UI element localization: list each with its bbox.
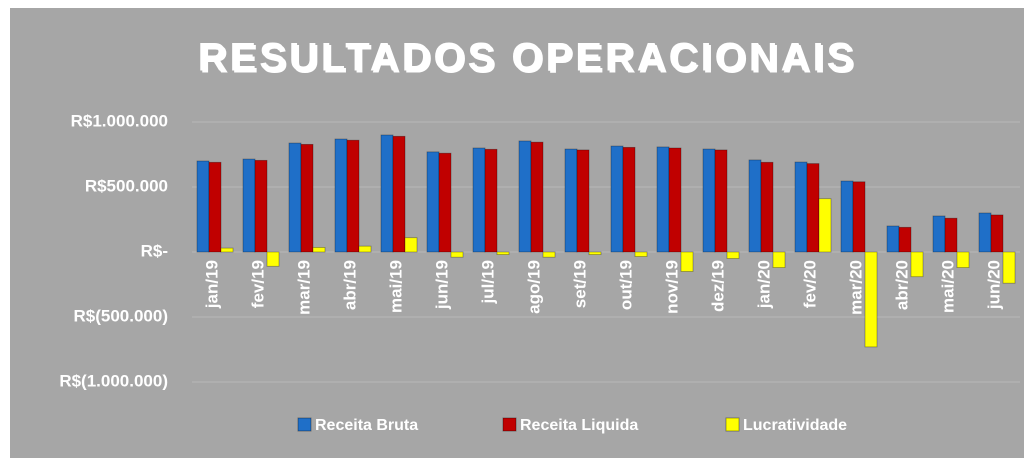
bar bbox=[334, 138, 348, 253]
x-tick-label: abr/19 bbox=[340, 260, 359, 310]
legend-label: Lucratividade bbox=[743, 417, 847, 434]
bar bbox=[852, 181, 866, 253]
x-tick-label: ago/19 bbox=[524, 260, 543, 314]
bar bbox=[772, 251, 786, 269]
bar bbox=[1002, 251, 1016, 284]
bar bbox=[622, 146, 636, 253]
bar bbox=[978, 212, 992, 253]
y-tick-label: R$- bbox=[141, 241, 168, 260]
bar bbox=[542, 251, 556, 258]
chart-title: RESULTADOS OPERACIONAIS bbox=[198, 36, 857, 80]
bar bbox=[266, 251, 280, 267]
bar bbox=[840, 180, 854, 253]
bar bbox=[208, 161, 222, 253]
bar bbox=[242, 158, 256, 253]
legend-marker bbox=[725, 417, 740, 432]
bar bbox=[380, 134, 394, 253]
bar bbox=[288, 142, 302, 253]
bar bbox=[300, 143, 314, 253]
bar bbox=[748, 159, 762, 253]
x-tick-label: set/19 bbox=[570, 260, 589, 308]
y-tick-label: R$500.000 bbox=[85, 176, 168, 195]
bar bbox=[702, 148, 716, 253]
chart-title-shadow: RESULTADOS OPERACIONAIS bbox=[200, 38, 859, 82]
bar bbox=[610, 145, 624, 253]
bar bbox=[910, 251, 924, 278]
x-tick-label: out/19 bbox=[616, 260, 635, 310]
legend-marker bbox=[502, 417, 517, 432]
legend-marker bbox=[297, 417, 312, 432]
x-tick-label: mai/19 bbox=[386, 260, 405, 313]
x-tick-label: mar/20 bbox=[846, 260, 865, 315]
x-tick-label: jul/19 bbox=[478, 260, 497, 304]
bar bbox=[956, 251, 970, 269]
bar bbox=[312, 247, 326, 253]
x-tick-label: mar/19 bbox=[294, 260, 313, 315]
bar bbox=[220, 247, 234, 253]
bar bbox=[484, 148, 498, 253]
bar bbox=[404, 237, 418, 253]
bar bbox=[932, 215, 946, 253]
x-tick-label: jun/20 bbox=[984, 260, 1003, 310]
x-tick-label: abr/20 bbox=[892, 260, 911, 310]
bar bbox=[794, 161, 808, 253]
bar bbox=[588, 251, 602, 255]
bar bbox=[656, 146, 670, 253]
bar bbox=[346, 139, 360, 253]
bar bbox=[898, 226, 912, 253]
bar bbox=[818, 198, 832, 253]
bar bbox=[714, 149, 728, 253]
bar bbox=[392, 135, 406, 253]
x-tick-label: mai/20 bbox=[938, 260, 957, 313]
bar bbox=[576, 149, 590, 253]
bar bbox=[886, 225, 900, 253]
y-tick-label: R$1.000.000 bbox=[71, 111, 168, 130]
bar bbox=[634, 251, 648, 257]
bar bbox=[450, 251, 464, 258]
bar bbox=[806, 163, 820, 253]
bar bbox=[196, 160, 210, 253]
bar bbox=[864, 251, 878, 348]
legend-label: Receita Liquida bbox=[520, 417, 638, 434]
bar bbox=[668, 147, 682, 253]
x-tick-label: jan/19 bbox=[202, 260, 221, 309]
bar bbox=[496, 251, 510, 255]
x-tick-label: jun/19 bbox=[432, 260, 451, 310]
bar bbox=[254, 159, 268, 253]
bar bbox=[426, 151, 440, 253]
x-tick-label: jan/20 bbox=[754, 260, 773, 309]
bar bbox=[438, 152, 452, 253]
bar bbox=[944, 217, 958, 253]
bar bbox=[518, 140, 532, 253]
bar bbox=[680, 251, 694, 272]
bar bbox=[358, 245, 372, 253]
bar bbox=[990, 214, 1004, 253]
legend-label: Receita Bruta bbox=[315, 417, 418, 434]
bar bbox=[530, 141, 544, 253]
x-tick-label: dez/19 bbox=[708, 260, 727, 312]
y-tick-label: R$(500.000) bbox=[73, 306, 168, 325]
bar bbox=[760, 161, 774, 253]
bar bbox=[564, 148, 578, 253]
x-tick-label: fev/20 bbox=[800, 260, 819, 308]
bar bbox=[726, 251, 740, 259]
x-tick-label: fev/19 bbox=[248, 260, 267, 308]
x-tick-label: nov/19 bbox=[662, 260, 681, 314]
bar bbox=[472, 147, 486, 253]
y-tick-label: R$(1.000.000) bbox=[59, 371, 168, 390]
